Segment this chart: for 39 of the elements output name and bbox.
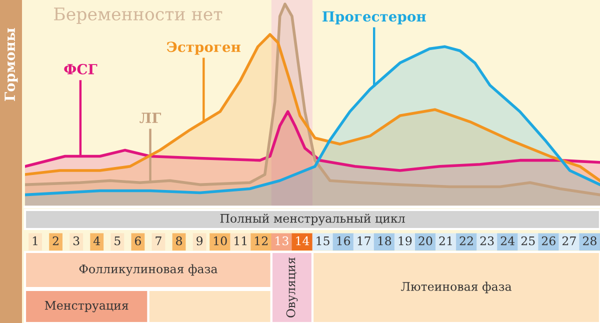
- x-tick-label: 16: [337, 236, 350, 246]
- x-tick-label: 5: [114, 236, 120, 246]
- x-tick-label: 24: [500, 236, 515, 246]
- text: ФСГ: [64, 64, 98, 74]
- x-tick-label: 15: [316, 236, 330, 246]
- text: Овуляция: [286, 258, 298, 318]
- x-tick-label: 9: [196, 236, 203, 246]
- x-tick-label: 1: [32, 236, 38, 246]
- x-tick-label: 6: [134, 236, 141, 246]
- x-tick-label: 18: [378, 236, 392, 246]
- x-tick-label: 4: [93, 236, 100, 246]
- x-tick-label: 28: [583, 236, 596, 246]
- x-tick-label: 3: [73, 236, 80, 246]
- series-label: Прогестерон: [322, 11, 426, 24]
- text: ЛГ: [140, 112, 162, 124]
- y-axis-title: Гормоны: [4, 28, 18, 101]
- x-tick-label: 20: [418, 236, 432, 246]
- text: Лютеиновая фаза: [400, 282, 512, 294]
- x-tick-label: 12: [255, 236, 268, 246]
- series-label: Эстроген: [166, 42, 240, 55]
- x-tick-label: 27: [562, 236, 576, 246]
- x-tick-label: 19: [398, 236, 412, 246]
- x-tick-label: 25: [521, 236, 535, 246]
- x-tick-label: 11: [234, 236, 246, 246]
- text: Полный менструальный цикл: [220, 214, 405, 226]
- x-tick-label: 13: [276, 236, 288, 246]
- x-tick-label: 21: [439, 236, 452, 246]
- x-tick-label: 26: [542, 236, 556, 246]
- x-tick-label: 17: [358, 236, 370, 246]
- x-tick-label: 2: [52, 236, 58, 246]
- x-tick-label: 22: [460, 236, 473, 246]
- x-tick-label: 8: [176, 236, 182, 246]
- x-tick-label: 23: [480, 236, 494, 246]
- x-tick-label: 7: [156, 236, 162, 246]
- x-tick-label: 10: [214, 236, 227, 246]
- chart-title: Беременности нет: [54, 8, 222, 24]
- x-tick-label: 14: [296, 236, 310, 246]
- text: Менструация: [44, 300, 128, 312]
- text: Фолликулиновая фаза: [79, 264, 218, 276]
